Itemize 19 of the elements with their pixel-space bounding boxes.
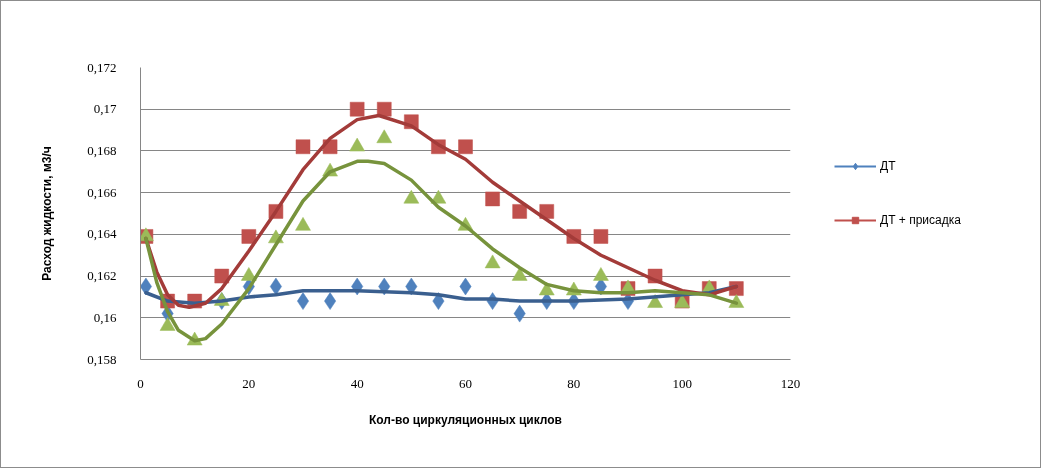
x-tick-label: 0 <box>137 375 144 391</box>
legend-label: ДТ + присадка <box>880 213 961 227</box>
x-tick-label: 20 <box>242 375 256 391</box>
x-tick-label: 60 <box>459 375 472 391</box>
y-tick-label: 0,166 <box>87 184 117 200</box>
y-tick-label: 0,162 <box>87 268 117 284</box>
y-axis-title: Расход жидкости, м3/ч <box>40 146 55 281</box>
y-tick-label: 0,17 <box>93 101 117 117</box>
y-tick-label: 0,16 <box>93 309 117 325</box>
x-tick-label: 80 <box>567 375 581 391</box>
x-axis-title: Кол-во циркуляционных циклов <box>369 412 563 427</box>
y-tick-label: 0,164 <box>87 226 117 242</box>
y-tick-label: 0,172 <box>87 59 117 75</box>
legend-label: ДТ <box>880 159 897 173</box>
y-tick-label: 0,158 <box>87 351 117 367</box>
x-tick-label: 120 <box>780 375 801 391</box>
x-tick-label: 40 <box>350 375 364 391</box>
y-tick-label: 0,168 <box>87 142 117 158</box>
x-tick-label: 100 <box>672 375 692 391</box>
